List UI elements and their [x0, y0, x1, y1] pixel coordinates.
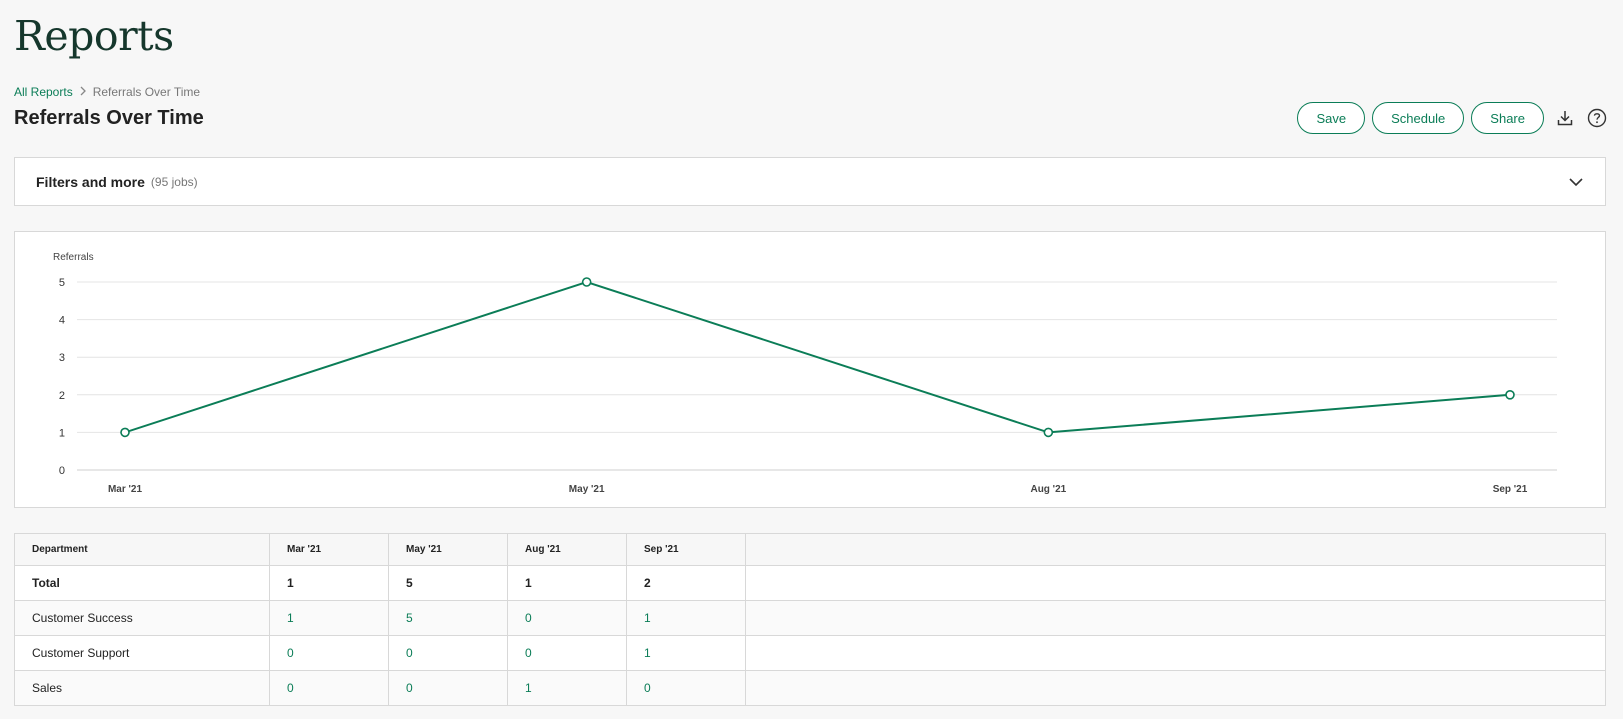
row-label: Customer Success — [14, 600, 270, 636]
chart-card: Referrals 0 1 2 3 4 5 Mar '21 May '21 Aug '21 Sep … — [14, 231, 1606, 508]
filters-title: Filters and more — [36, 173, 145, 190]
cell-value-link[interactable]: 0 — [388, 670, 508, 706]
cell-filler — [745, 565, 1606, 601]
table-row-total: Total 1 5 1 2 — [14, 565, 1606, 601]
cell-value-link[interactable]: 0 — [269, 670, 389, 706]
data-point — [581, 277, 592, 287]
cell-value-link[interactable]: 1 — [269, 600, 389, 636]
cell-value-link[interactable]: 0 — [388, 635, 508, 671]
report-title: Referrals Over Time — [14, 107, 204, 129]
x-tick-label: May '21 — [569, 484, 605, 495]
filters-panel[interactable]: Filters and more (95 jobs) — [14, 157, 1606, 206]
cell-value: 5 — [388, 565, 508, 601]
table-row: Customer Support 0 0 0 1 — [14, 635, 1606, 671]
report-actions: Save Schedule Share — [1297, 102, 1608, 134]
filters-job-count: (95 jobs) — [150, 174, 198, 189]
breadcrumb-all-reports-link[interactable]: All Reports — [14, 85, 73, 99]
data-point — [1043, 427, 1054, 438]
chevron-right-icon — [79, 85, 87, 99]
column-header-sep[interactable]: Sep '21 — [626, 533, 746, 566]
x-tick-label: Aug '21 — [1030, 484, 1066, 495]
y-tick-label: 1 — [59, 427, 65, 439]
series-line — [124, 280, 1511, 434]
cell-value: 2 — [626, 565, 746, 601]
save-button[interactable]: Save — [1297, 102, 1366, 134]
column-header-aug[interactable]: Aug '21 — [507, 533, 627, 566]
y-tick-label: 2 — [59, 390, 65, 402]
cell-value-link[interactable]: 0 — [626, 670, 746, 706]
y-tick-label: 4 — [59, 315, 65, 327]
table-header-row: Department Mar '21 May '21 Aug '21 Sep '… — [14, 533, 1606, 566]
x-tick-label: Mar '21 — [108, 484, 143, 495]
y-tick-label: 5 — [59, 277, 65, 289]
breadcrumb: All Reports Referrals Over Time — [14, 85, 200, 99]
download-icon[interactable] — [1554, 107, 1576, 129]
table-row: Customer Success 1 5 0 1 — [14, 600, 1606, 636]
cell-filler — [745, 600, 1606, 636]
cell-filler — [745, 670, 1606, 706]
referrals-table: Department Mar '21 May '21 Aug '21 Sep '… — [14, 533, 1606, 706]
cell-filler — [745, 635, 1606, 671]
help-icon[interactable] — [1586, 107, 1608, 129]
column-header-may[interactable]: May '21 — [388, 533, 508, 566]
cell-value-link[interactable]: 1 — [626, 635, 746, 671]
table-row: Sales 0 0 1 0 — [14, 670, 1606, 706]
y-tick-label: 0 — [59, 465, 65, 477]
row-label: Total — [14, 565, 270, 601]
share-button[interactable]: Share — [1471, 102, 1544, 134]
column-header-mar[interactable]: Mar '21 — [269, 533, 389, 566]
breadcrumb-current: Referrals Over Time — [92, 85, 201, 99]
cell-value-link[interactable]: 0 — [507, 600, 627, 636]
referrals-line-chart: Referrals 0 1 2 3 4 5 Mar '21 May '21 Aug '21 Sep … — [53, 252, 1557, 495]
schedule-button[interactable]: Schedule — [1372, 102, 1465, 134]
row-label: Customer Support — [14, 635, 270, 671]
data-point — [1505, 390, 1515, 400]
cell-value-link[interactable]: 0 — [269, 635, 389, 671]
cell-value-link[interactable]: 1 — [507, 670, 627, 706]
cell-value-link[interactable]: 1 — [626, 600, 746, 636]
y-tick-label: 3 — [59, 352, 65, 364]
x-tick-label: Sep '21 — [1493, 484, 1528, 495]
column-header-filler — [745, 533, 1606, 566]
page-heading: Reports — [14, 12, 174, 60]
chevron-down-icon[interactable] — [1567, 173, 1585, 196]
cell-value: 1 — [507, 565, 627, 601]
cell-value-link[interactable]: 5 — [388, 600, 508, 636]
data-point — [120, 427, 130, 438]
y-axis-label: Referrals — [53, 252, 94, 263]
cell-value-link[interactable]: 0 — [507, 635, 627, 671]
column-header-department[interactable]: Department — [14, 533, 270, 566]
cell-value: 1 — [269, 565, 389, 601]
row-label: Sales — [14, 670, 270, 706]
